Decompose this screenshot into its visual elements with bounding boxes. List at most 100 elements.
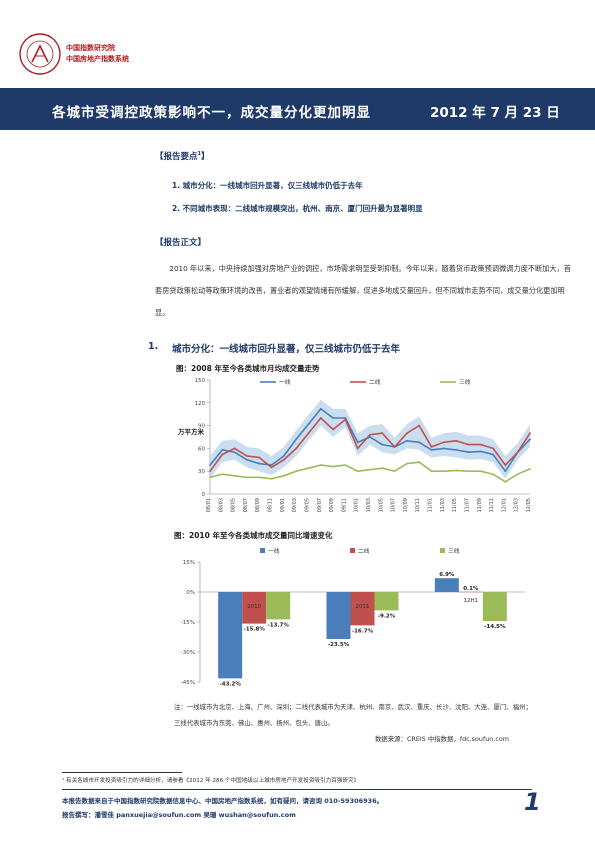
data-point [467,451,470,454]
data-point [258,476,261,479]
data-point [516,451,519,454]
data-point [319,417,322,419]
bar [218,592,243,679]
data-point [504,464,507,467]
y-tick-label: 0 [202,492,206,498]
data-point [332,428,334,431]
data-point [393,470,396,473]
data-point [529,432,531,435]
data-point [516,473,519,476]
data-point [455,439,458,442]
legend-label: 三线 [448,547,460,555]
footer-data-source: 本报告数据来自于中国指数研究院数据信息中心、中国房地产指数系统，如有疑问，请咨询… [62,797,384,805]
x-tick-label: 10/11 [415,498,421,512]
data-point [430,470,433,473]
data-point [307,432,310,435]
x-tick-label: 10/07 [391,498,397,512]
bar-data-label: -9.2% [378,613,396,619]
data-point [479,443,482,446]
data-point [504,470,507,473]
bar-data-label: 6.9% [439,572,455,578]
bar [350,592,375,626]
range-band [210,399,530,479]
x-tick-label: 09/11 [341,498,347,512]
data-point [295,447,298,450]
data-point [295,470,298,473]
data-point [492,453,494,456]
bar-data-label: -14.5% [484,624,506,630]
bar [434,578,459,592]
report-date: 2012 年 7 月 23 日 [430,105,560,121]
data-point [356,441,359,444]
data-point [442,441,445,444]
bar [266,592,291,620]
data-point [270,466,273,469]
data-point [319,407,322,410]
data-point [319,464,322,467]
bar [374,592,399,611]
x-tick-label: 12/01 [501,498,507,512]
footnote: ¹ 有关各城市开发投资吸引力的详细分析，请参看《2012 年 286 个中国地级… [62,778,360,784]
x-tick-label: 08/05 [231,498,237,512]
data-point [430,449,433,451]
y-tick-label: 120 [195,401,206,407]
data-point [455,469,458,472]
report-points-heading: 【报告要点1】 [155,151,210,162]
page-number: 1 [524,788,541,816]
report-point-2: 2. 不同城市表现：二线城市规模突出，杭州、南京、厦门回升最为显著明显 [172,204,423,213]
data-point [270,464,273,467]
report-title: 各城市受调控政策影响不一，成交量分化更加明显 [52,105,371,121]
legend-label: 三线 [459,378,471,386]
data-point [393,445,396,448]
data-source: 数据来源：CREIS 中指数据，fdc.soufun.com [375,735,509,743]
category-label: 12H1 [464,598,479,604]
figure-1-title: 图：2008 年至今各类城市月均成交量走势 [176,364,320,373]
y-tick-label: -15% [181,620,195,626]
y-tick-label: 30 [198,469,205,475]
bar [482,592,507,621]
y-tick-label: 90 [198,424,205,430]
data-point [344,464,347,467]
data-point [418,441,421,444]
footer-authors: 报告撰写：潘雪佳 panxuejia@soufun.com 吴珊 wushan@… [62,811,296,819]
bar-chart: 15% 0% -15% -30% -45% 一线 二线 三线 -43.2% -15.8%-13.7… [181,547,525,687]
bar-data-label: 0.1% [463,586,479,592]
x-tick-label: 11/07 [464,498,470,512]
data-point [442,447,445,450]
data-point [233,451,236,454]
data-point [344,417,347,419]
x-tick-label: 12/05 [526,498,532,512]
data-point [344,418,347,421]
data-point [295,438,298,441]
x-tick-label: 09/05 [304,498,310,512]
section-1-title: 城市分化：一线城市回升显著，仅三线城市仍低于去年 [172,344,401,355]
legend-swatch [350,548,355,553]
bar-data-label: -23.5% [328,642,350,648]
data-point [307,423,310,425]
data-point [369,436,371,438]
x-tick-label: 09/07 [317,498,323,512]
data-point [418,424,421,427]
y-tick-label: 15% [183,560,195,566]
data-point [492,447,494,450]
data-point [221,449,224,451]
y-tick-label: 150 [195,378,206,384]
org-name-2: 中国房地产指数系统 [66,55,129,63]
y-tick-label: 0% [186,590,195,596]
data-point [307,467,310,470]
x-tick-label: 08/01 [206,498,212,512]
data-point [246,455,248,457]
x-tick-label: 10/09 [403,498,409,512]
data-point [492,473,494,476]
y-tick-label: 60 [198,446,205,452]
legend-swatch [440,548,445,553]
y-axis-label: 万平方米 [177,427,205,436]
x-tick-label: 09/09 [329,498,335,512]
legend-label: 二线 [369,378,381,386]
bar-data-label: -13.7% [267,622,289,628]
x-tick-label: 10/03 [366,498,372,512]
data-point [233,447,236,450]
data-point [282,474,285,477]
legend-label: 一线 [279,378,291,386]
data-point [369,468,371,471]
